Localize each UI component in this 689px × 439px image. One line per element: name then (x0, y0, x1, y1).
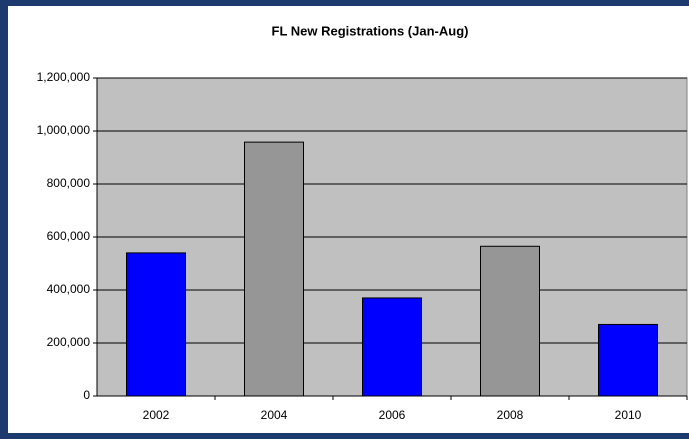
y-tick-label: 1,200,000 (37, 70, 91, 84)
x-tick-label: 2010 (615, 408, 642, 422)
bar (598, 323, 658, 397)
bar (126, 252, 186, 397)
bar (362, 297, 422, 397)
x-tick-label: 2006 (379, 408, 406, 422)
y-tick-label: 1,000,000 (37, 123, 91, 137)
y-tick-label: 0 (83, 388, 90, 402)
x-tick-label: 2004 (261, 408, 288, 422)
y-tick-label: 600,000 (47, 229, 91, 243)
bar (244, 141, 304, 397)
x-tick-label: 2002 (143, 408, 170, 422)
bar (480, 245, 540, 397)
y-tick-label: 400,000 (47, 282, 91, 296)
chart-title: FL New Registrations (Jan-Aug) (272, 23, 469, 38)
y-tick-label: 800,000 (47, 176, 91, 190)
x-tick-label: 2008 (497, 408, 524, 422)
y-tick-label: 200,000 (47, 335, 91, 349)
